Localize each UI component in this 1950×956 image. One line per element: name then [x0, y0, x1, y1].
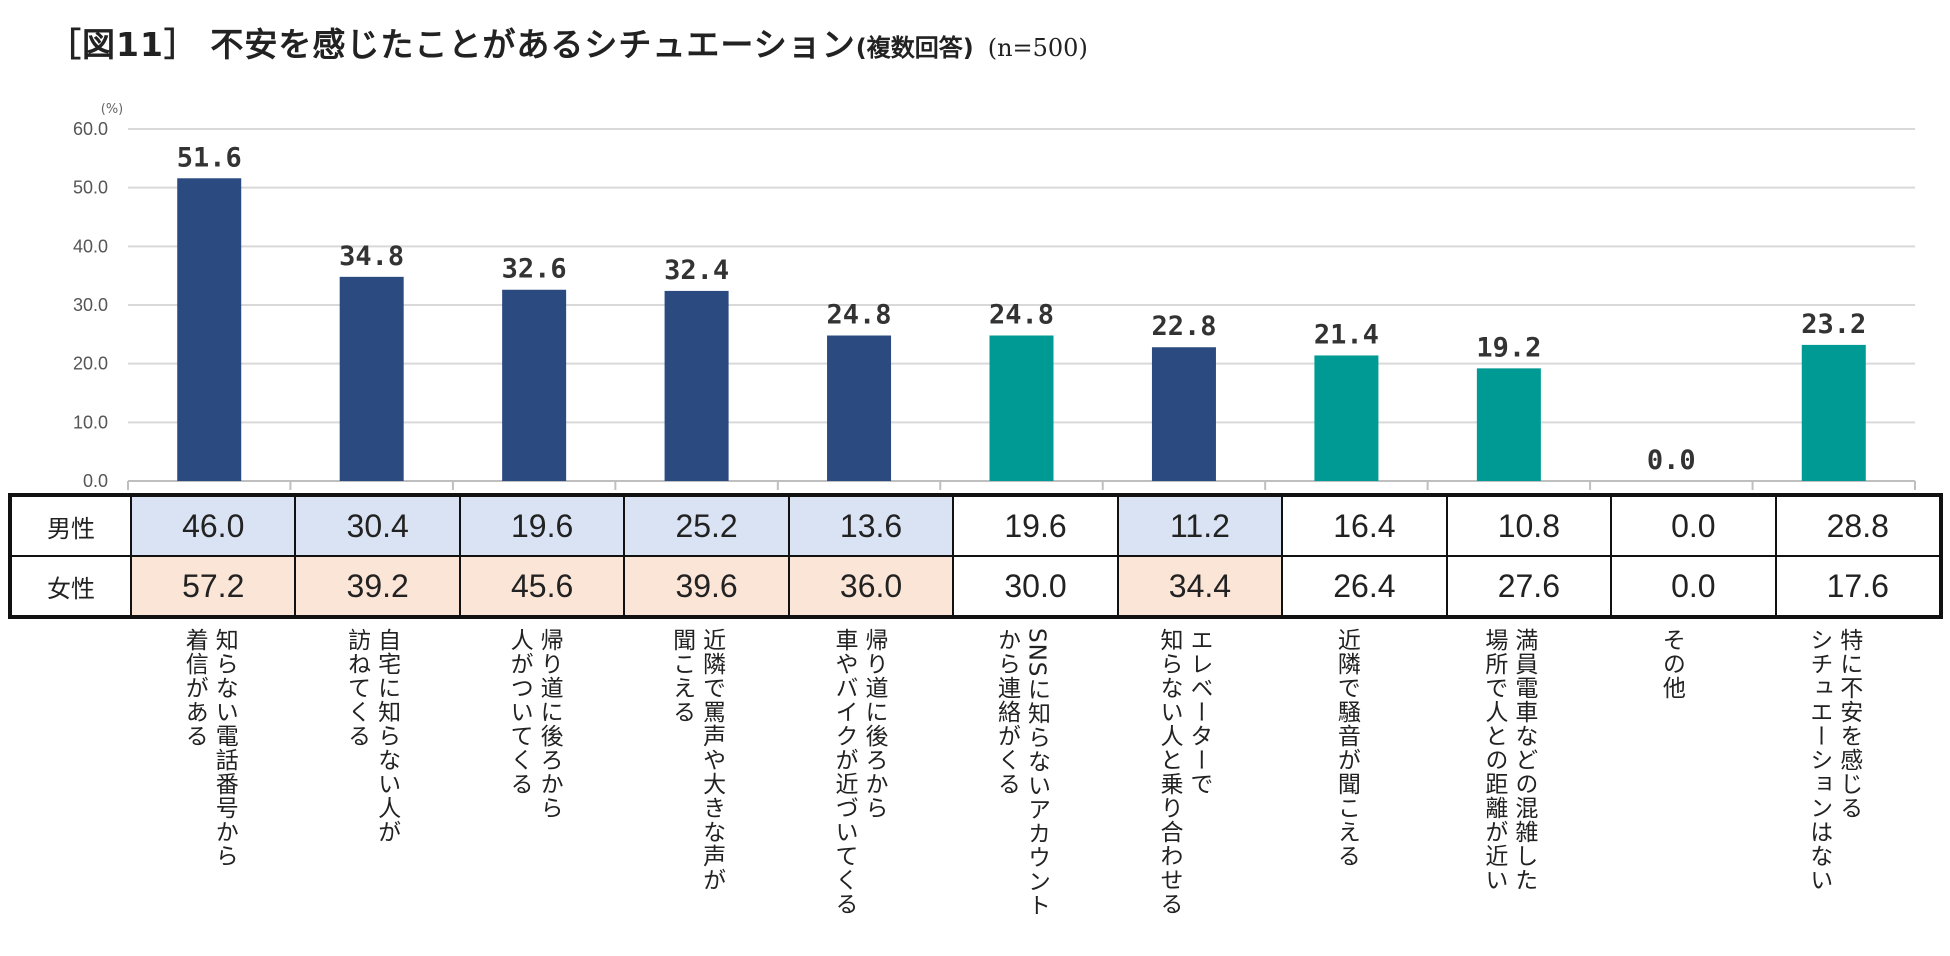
table-cell: 27.6	[1445, 555, 1613, 619]
table-cell: 16.4	[1281, 493, 1448, 557]
y-tick-label: 20.0	[73, 354, 108, 374]
category-label-line: シチュエーションはない	[1805, 628, 1832, 892]
table-cell: 13.6	[787, 493, 955, 557]
category-labels: 知らない電話番号から 着信がある 自宅に知らない人が 訪ねてくる 帰り道に後ろから 人がつ…	[0, 628, 1950, 956]
y-tick-label: 50.0	[73, 178, 108, 198]
category-label: 近隣で罵声や大きな声が 聞こえる	[669, 628, 725, 892]
category-label-line: 訪ねてくる	[343, 628, 370, 748]
category-label-line: 車やバイクが近づいてくる	[831, 628, 858, 916]
y-tick-label: 60.0	[73, 119, 108, 139]
bar	[1151, 347, 1216, 481]
table-row: 女性 57.2 39.2 45.6 39.6 36.0 30.0 34.4 26.4 27.6 0.…	[8, 555, 1943, 619]
bar	[664, 290, 729, 481]
data-label: 19.2	[1476, 332, 1541, 363]
table-cell: 19.6	[952, 493, 1119, 557]
category-label-line: 知らない電話番号から	[211, 628, 238, 868]
y-tick-label: 0.0	[83, 471, 108, 490]
table-cell: 26.4	[1281, 555, 1448, 619]
row-label: 男性	[8, 493, 132, 557]
table-cell: 36.0	[787, 555, 955, 619]
row-label: 女性	[8, 555, 132, 619]
table-cell: 25.2	[623, 493, 790, 557]
category-label-line: 特に不安を感じる	[1835, 628, 1862, 820]
category-label: 近隣で騒音が聞こえる	[1333, 628, 1359, 868]
bar	[1314, 355, 1379, 481]
data-label: 34.8	[339, 241, 404, 272]
bar	[827, 335, 892, 481]
data-label: 24.8	[989, 300, 1054, 331]
table-cell: 0.0	[1610, 493, 1777, 557]
category-label-line: 自宅に知らない人が	[373, 628, 400, 844]
table-cell: 11.2	[1116, 493, 1284, 557]
title-sub: (複数回答)	[855, 34, 974, 62]
bar	[339, 276, 404, 481]
bar	[177, 178, 242, 481]
category-label-line: 帰り道に後ろから	[536, 628, 563, 820]
category-label: 帰り道に後ろから 車やバイクが近づいてくる	[831, 628, 887, 916]
category-label: エレベーターで 知らない人と乗り合わせる	[1156, 628, 1212, 916]
category-label: 帰り道に後ろから 人がついてくる	[506, 628, 562, 820]
table-cell: 39.2	[294, 555, 461, 619]
bar	[1476, 368, 1541, 481]
y-tick-label: 30.0	[73, 295, 108, 315]
table-cell: 46.0	[129, 493, 297, 557]
category-label: 知らない電話番号から 着信がある	[181, 628, 237, 868]
table-cell: 39.6	[623, 555, 790, 619]
data-label: 32.4	[664, 255, 729, 286]
y-tick-label: 10.0	[73, 412, 108, 432]
bar-chart: (%) 0.0 10.0 20.0 30.0 40.0 50.0 60.0 51.6 34.8 32…	[73, 102, 1916, 490]
category-label: 満員電車などの混雑した 場所で人との距離が近い	[1481, 628, 1537, 892]
table-cell: 0.0	[1610, 555, 1777, 619]
table-cell: 34.4	[1116, 555, 1284, 619]
category-label-line: エレベーターで	[1185, 628, 1212, 796]
bar	[989, 335, 1054, 481]
title-main: ［図11］ 不安を感じたことがあるシチュエーション	[48, 25, 856, 64]
category-label-line: 近隣で騒音が聞こえる	[1333, 628, 1360, 868]
data-label: 51.6	[177, 142, 242, 173]
category-label-line: その他	[1658, 628, 1685, 700]
category-label-line: 知らない人と乗り合わせる	[1155, 628, 1182, 916]
bar	[1801, 344, 1866, 481]
category-label-line: 聞こえる	[668, 628, 695, 724]
gender-breakdown-table: 男性 46.0 30.4 19.6 25.2 13.6 19.6 11.2 16.4 10.8 0.…	[8, 493, 1943, 619]
category-label-line: 場所で人との距離が近い	[1480, 628, 1507, 892]
data-label: 23.2	[1801, 309, 1866, 340]
category-label-line: 帰り道に後ろから	[861, 628, 888, 820]
category-label-line: 人がついてくる	[506, 628, 533, 796]
category-label-line: 満員電車などの混雑した	[1510, 628, 1537, 892]
chart-title: ［図11］ 不安を感じたことがあるシチュエーション(複数回答) (n=500)	[48, 18, 1088, 66]
table-cell: 30.0	[952, 555, 1119, 619]
table-cell: 10.8	[1445, 493, 1613, 557]
data-label: 21.4	[1314, 319, 1379, 350]
data-label: 32.6	[502, 254, 567, 285]
category-label: その他	[1658, 628, 1684, 700]
category-label: 自宅に知らない人が 訪ねてくる	[344, 628, 400, 844]
category-label-line: 着信がある	[181, 628, 208, 748]
category-label: 特に不安を感じる シチュエーションはない	[1806, 628, 1862, 892]
data-label: 22.8	[1151, 311, 1216, 342]
title-n: (n=500)	[987, 34, 1088, 62]
category-label-line: SNSに知らないアカウント	[1023, 628, 1050, 918]
table-row: 男性 46.0 30.4 19.6 25.2 13.6 19.6 11.2 16.4 10.8 0.…	[8, 493, 1943, 557]
table-cell: 19.6	[458, 493, 626, 557]
table-cell: 30.4	[294, 493, 461, 557]
y-unit-label: (%)	[101, 102, 124, 117]
table-cell: 57.2	[129, 555, 297, 619]
y-tick-label: 40.0	[73, 236, 108, 256]
category-label-line: 近隣で罵声や大きな声が	[698, 628, 725, 892]
data-label: 0.0	[1647, 445, 1696, 476]
category-label: SNSに知らないアカウント から連絡がくる	[994, 628, 1050, 917]
table-cell: 45.6	[458, 555, 626, 619]
table-cell: 17.6	[1774, 555, 1943, 619]
category-label-line: から連絡がくる	[993, 628, 1020, 796]
data-label: 24.8	[827, 300, 892, 331]
bar	[502, 289, 567, 481]
table-cell: 28.8	[1774, 493, 1943, 557]
